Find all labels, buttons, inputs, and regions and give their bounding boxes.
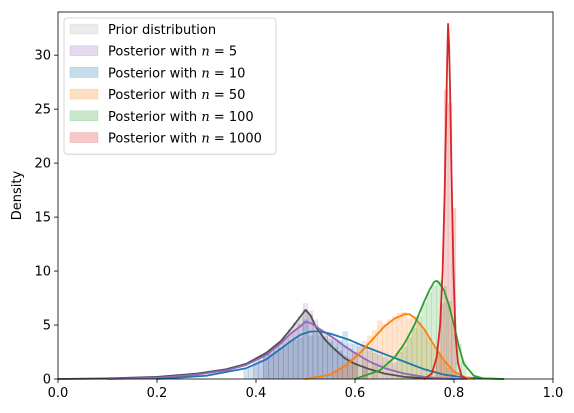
- density-line: [354, 279, 505, 380]
- legend-swatch: [69, 132, 99, 143]
- y-axis-label: Density: [10, 170, 25, 220]
- histogram-bar: [248, 365, 254, 380]
- histogram-bar: [307, 335, 314, 380]
- legend-label: Posterior with n = 10: [108, 66, 245, 81]
- y-tick-label: 15: [34, 211, 51, 226]
- histogram-bar: [287, 342, 294, 380]
- legend-label: Posterior with n = 100: [108, 110, 254, 125]
- histogram-bar: [273, 350, 279, 380]
- x-axis: 0.0 0.2 0.4 0.6 0.8 1.0: [48, 379, 564, 401]
- legend-swatch: [69, 88, 99, 100]
- y-tick-label: 5: [43, 319, 51, 334]
- legend-label: Posterior with n = 50: [108, 88, 245, 103]
- histogram-bar: [312, 333, 319, 380]
- histogram-bar: [406, 337, 413, 380]
- y-axis: 0 5 10 15 20 25 30: [34, 49, 58, 388]
- x-tick-label: 0.4: [246, 386, 267, 401]
- legend-label: Prior distribution: [108, 23, 216, 38]
- x-tick-label: 1.0: [543, 386, 564, 401]
- histogram-bar: [302, 319, 309, 380]
- histogram-bar: [282, 345, 289, 380]
- histogram-bar: [297, 337, 304, 380]
- legend-swatch: [69, 110, 99, 122]
- density-line-layer: [57, 22, 505, 380]
- y-tick-label: 10: [34, 265, 51, 280]
- density-line: [304, 313, 475, 380]
- histogram-bar: [243, 367, 249, 380]
- x-tick-label: 0.6: [345, 386, 366, 401]
- y-tick-label: 30: [34, 49, 51, 64]
- x-tick-label: 0.2: [147, 386, 168, 401]
- legend-label: Posterior with n = 5: [108, 45, 237, 60]
- plot-frame: [57, 11, 554, 380]
- x-tick-label: 0.0: [48, 386, 69, 401]
- legend-swatch: [69, 45, 99, 56]
- density-line: [423, 22, 468, 380]
- density-line: [106, 320, 465, 380]
- legend-swatch: [69, 23, 99, 35]
- legend-label: Posterior with n = 1000: [108, 132, 262, 147]
- histogram-bar: [253, 363, 259, 380]
- legend-box: [63, 17, 277, 155]
- histogram-bar: [317, 335, 324, 380]
- histogram-bar: [292, 339, 299, 380]
- histogram-bar: [411, 328, 418, 380]
- histogram-bar: [381, 323, 388, 380]
- y-tick-label: 25: [34, 103, 51, 118]
- y-tick-label: 0: [43, 373, 51, 388]
- legend: Prior distribution Posterior with n = 5 Po…: [63, 17, 277, 155]
- histogram-bar: [278, 347, 284, 380]
- legend-swatch: [69, 67, 99, 78]
- x-tick-label: 0.8: [444, 386, 465, 401]
- histogram-bar: [322, 337, 329, 380]
- y-tick-label: 20: [34, 157, 51, 172]
- density-line: [156, 330, 505, 380]
